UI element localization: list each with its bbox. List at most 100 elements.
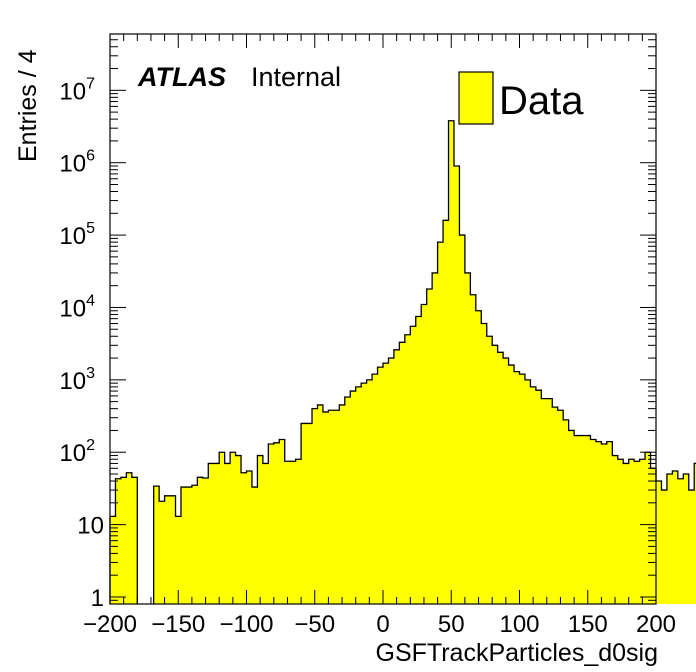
histogram-bin (628, 459, 635, 604)
y-tick-label: 106 (59, 148, 95, 178)
histogram-bin (399, 342, 406, 604)
histogram-bin (432, 272, 438, 604)
histogram-bin (514, 371, 520, 604)
histogram-bin (197, 477, 204, 604)
histogram-bin (355, 386, 362, 604)
histogram-bin (563, 419, 569, 604)
histogram-bin (437, 242, 444, 604)
histogram-bin (170, 495, 176, 604)
histogram-bin (481, 323, 488, 604)
histogram-bin (426, 288, 433, 604)
histogram-bin (224, 463, 231, 604)
x-axis-title: GSFTrackParticles_d0sig (376, 639, 659, 667)
x-tick-labels: −200 −150 −100 −50 0 50 100 150 200 (83, 611, 676, 638)
histogram-bin (393, 349, 400, 604)
histogram-bin (497, 352, 504, 604)
y-tick-label: 104 (59, 292, 95, 322)
histogram-bin (595, 441, 602, 604)
histogram-bin (464, 272, 471, 604)
histogram-bin (120, 477, 127, 604)
x-tick-label: −50 (294, 611, 335, 638)
histogram-bin (377, 367, 384, 604)
histogram-bin (383, 363, 389, 604)
histogram-bin (279, 439, 286, 604)
histogram-bin (306, 423, 313, 604)
histogram-bin (541, 398, 548, 604)
x-tick-label: −150 (151, 611, 205, 638)
histogram-bin (666, 474, 673, 604)
histogram-bin (262, 463, 269, 604)
histogram-bin (273, 442, 280, 604)
x-tick-label: 50 (438, 611, 465, 638)
histogram-bin (453, 166, 460, 604)
histogram-bin (251, 487, 258, 604)
histogram-bars (110, 120, 696, 605)
atlas-status-label: Internal (251, 62, 341, 92)
y-tick-label: 10 (77, 513, 104, 540)
x-tick-label: 100 (499, 611, 539, 638)
histogram-bin (366, 379, 373, 604)
y-tick-labels: 1 10 102 103 104 105 106 107 (59, 75, 104, 612)
histogram-bin (568, 430, 575, 604)
y-tick-label: 107 (59, 75, 95, 105)
histogram-bin (415, 316, 422, 604)
y-tick-label: 105 (59, 220, 95, 250)
histogram-bin (601, 443, 608, 604)
histogram-bin (241, 472, 247, 604)
histogram-bin (350, 391, 356, 604)
histogram-bin (333, 410, 340, 604)
histogram-bin (257, 455, 264, 604)
x-tick-label: −100 (219, 611, 273, 638)
histogram-bin (344, 396, 351, 604)
histogram-bin (317, 404, 324, 604)
histogram-bin (404, 334, 411, 604)
histogram-bin (612, 455, 619, 604)
histogram-bin (328, 410, 335, 604)
histogram-bin (645, 452, 651, 604)
legend-swatch-data (458, 71, 494, 125)
histogram-bin (159, 501, 165, 604)
histogram-bin (546, 398, 553, 604)
histogram-bin (164, 495, 171, 604)
histogram-bin (110, 516, 116, 604)
histogram-bin (322, 411, 329, 604)
histogram-bin (284, 461, 291, 604)
histogram-bin (339, 404, 346, 604)
histogram-bin (246, 471, 253, 604)
y-axis-title: Entries / 4 (14, 49, 42, 162)
histogram-bin (656, 481, 662, 604)
histogram-bin (475, 310, 482, 604)
histogram-bin (175, 516, 182, 604)
histogram-bin (268, 443, 275, 604)
histogram-bin (202, 478, 209, 604)
histogram-bin (180, 487, 187, 604)
histogram-outline (109, 120, 696, 604)
histogram-bin (219, 452, 225, 604)
histogram-bin (639, 459, 646, 604)
histogram-bin (585, 435, 591, 604)
histogram-bin (672, 471, 679, 604)
histogram-bin (486, 336, 493, 604)
histogram-bin (492, 345, 498, 604)
x-tick-label: 0 (376, 611, 389, 638)
histogram-bin (213, 463, 220, 604)
histogram-bin (459, 235, 466, 604)
x-tick-label: 150 (568, 611, 608, 638)
x-tick-label: −200 (83, 611, 137, 638)
histogram-bin (552, 407, 559, 604)
histogram-bin (677, 478, 684, 604)
histogram-bin (186, 487, 193, 604)
histogram-bin (508, 365, 515, 604)
histogram-bin (410, 326, 417, 604)
histogram-bin (535, 390, 542, 604)
histogram-bin (388, 358, 395, 604)
histogram-bin (153, 486, 160, 604)
histogram-bin (470, 294, 477, 604)
histogram-bin (503, 358, 509, 604)
histogram-bin (688, 490, 695, 604)
histogram-bin (557, 410, 564, 604)
histogram-bin (191, 485, 198, 604)
histogram-bin (421, 304, 427, 604)
histogram-bin (230, 452, 236, 604)
histogram-bin (694, 463, 696, 604)
